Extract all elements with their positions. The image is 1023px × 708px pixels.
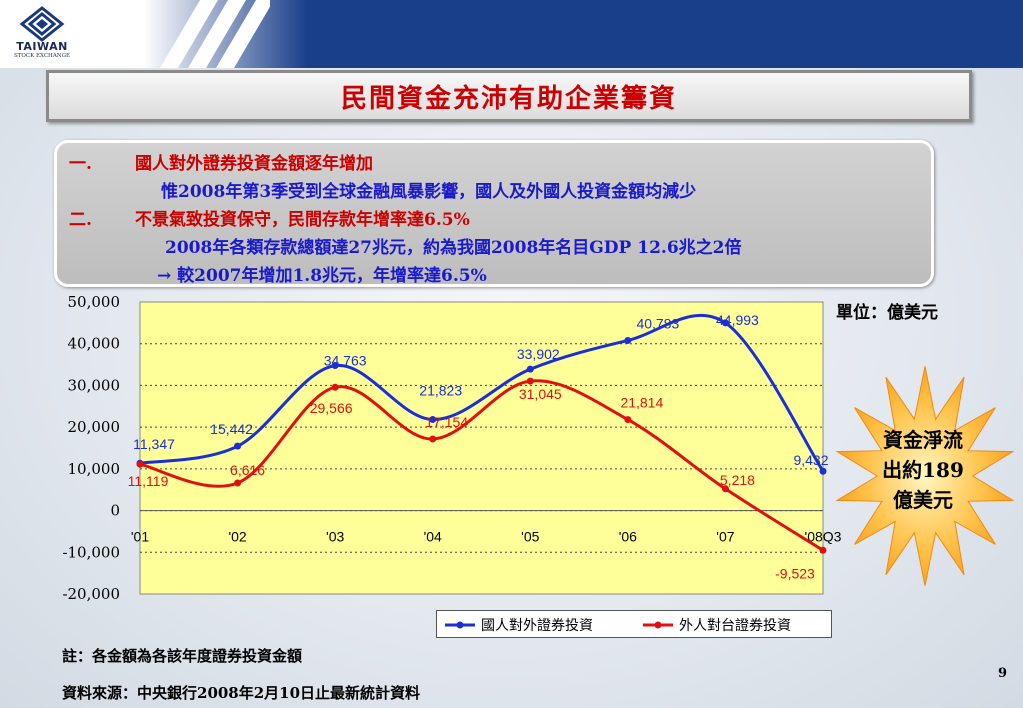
data-label: 21,814 xyxy=(620,395,663,411)
y-tick-label: 0 xyxy=(110,502,120,520)
twse-logo-icon xyxy=(19,6,65,42)
footnote: 註：各金額為各該年度證券投資金額 xyxy=(62,647,303,665)
data-label: 44,993 xyxy=(716,312,759,328)
logo-subtitle: STOCK EXCHANGE xyxy=(13,53,71,59)
data-label: 21,823 xyxy=(419,383,462,399)
data-point xyxy=(234,442,242,450)
data-point xyxy=(234,479,242,487)
data-point xyxy=(526,365,534,373)
chart-legend: 國人對外證券投資 外人對台證券投資 xyxy=(436,610,832,638)
data-point xyxy=(136,460,144,468)
bullet-1-marker: 一. xyxy=(69,154,92,174)
data-label: 6,616 xyxy=(230,462,265,478)
unit-label: 單位：億美元 xyxy=(836,303,938,323)
bullet-2-detail: 2008年各類存款總額達27兆元，約為我國2008年名目GDP 12.6兆之2倍 xyxy=(165,238,742,258)
x-tick-label: '02 xyxy=(228,529,246,545)
legend-domestic-icon xyxy=(445,621,475,629)
data-point xyxy=(331,383,339,391)
data-point xyxy=(429,435,437,443)
data-label: 15,442 xyxy=(210,421,253,437)
page-title: 民間資金充沛有助企業籌資 xyxy=(340,83,677,114)
data-label: 34,763 xyxy=(324,353,367,369)
x-tick-label: '07 xyxy=(716,529,734,545)
bullet-2-marker: 二. xyxy=(69,210,92,230)
data-label: 11,119 xyxy=(128,473,169,489)
x-tick-label: '08Q3 xyxy=(805,529,842,545)
data-point xyxy=(721,319,729,327)
x-tick-label: '04 xyxy=(424,529,442,545)
data-point xyxy=(721,485,729,493)
starburst-callout xyxy=(835,366,1015,586)
bullet-2-detail-2: → 較2007年增加1.8兆元，年增率達6.5% xyxy=(157,266,487,286)
data-label: 31,045 xyxy=(519,386,562,402)
y-tick-label: -10,000 xyxy=(62,543,120,561)
data-label: 40,783 xyxy=(636,315,679,331)
page-number: 9 xyxy=(998,666,1008,681)
legend-foreign-icon xyxy=(643,621,673,629)
data-point xyxy=(429,416,437,424)
y-tick-label: 40,000 xyxy=(68,335,121,353)
data-point xyxy=(526,377,534,385)
legend-domestic-label: 國人對外證券投資 xyxy=(481,618,593,634)
y-tick-label: 30,000 xyxy=(68,376,121,394)
x-tick-label: '01 xyxy=(131,529,149,545)
callout-line-1: 資金淨流 xyxy=(883,428,963,452)
y-tick-label: 20,000 xyxy=(68,418,121,436)
callout-line-2: 出約189 xyxy=(882,458,964,482)
data-label: 33,902 xyxy=(517,346,560,362)
legend-foreign-label: 外人對台證券投資 xyxy=(679,618,791,634)
data-label: 9,432 xyxy=(793,452,828,468)
title-bar: 民間資金充沛有助企業籌資 xyxy=(46,70,972,122)
x-tick-label: '06 xyxy=(619,529,637,545)
data-label: 5,218 xyxy=(720,472,755,488)
summary-box: 一. 國人對外證券投資金額逐年增加 惟2008年第3季受到全球金融風暴影響，國人… xyxy=(54,140,934,287)
data-point xyxy=(624,416,632,424)
bullet-2-text: 不景氣致投資保守，民間存款年增率達6.5% xyxy=(135,210,470,230)
y-tick-label: 10,000 xyxy=(68,460,121,478)
data-label: -9,523 xyxy=(775,565,815,581)
bullet-1-text: 國人對外證券投資金額逐年增加 xyxy=(135,154,373,174)
data-point xyxy=(819,546,827,554)
source-note: 資料來源：中央銀行2008年2月10日止最新統計資料 xyxy=(62,684,421,702)
x-tick-label: '03 xyxy=(326,529,344,545)
data-point xyxy=(819,467,827,475)
x-tick-label: '05 xyxy=(521,529,539,545)
y-tick-label: 50,000 xyxy=(68,293,121,311)
logo-name: TAIWAN xyxy=(16,40,68,53)
data-label: 29,566 xyxy=(310,400,353,416)
header-stripes xyxy=(160,0,270,68)
data-label: 17,154 xyxy=(425,414,468,430)
y-tick-label: -20,000 xyxy=(62,585,120,603)
data-label: 11,347 xyxy=(133,436,175,452)
data-point xyxy=(331,362,339,370)
data-point xyxy=(624,336,632,344)
plot-area xyxy=(139,301,824,595)
bullet-1-detail: 惟2008年第3季受到全球金融風暴影響，國人及外國人投資金額均減少 xyxy=(161,182,697,202)
callout-line-3: 億美元 xyxy=(893,488,953,512)
series-line-1 xyxy=(139,379,824,552)
